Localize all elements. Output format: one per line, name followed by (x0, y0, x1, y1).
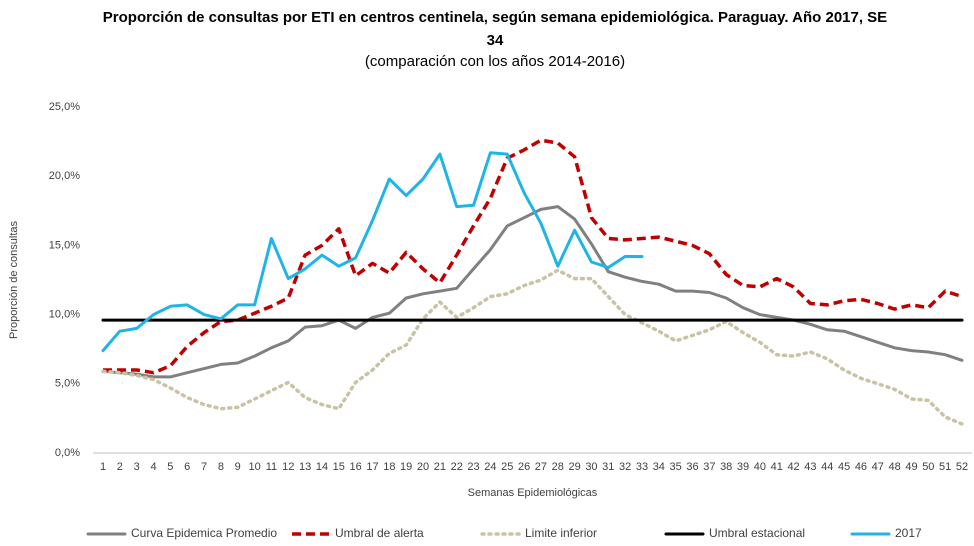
x-tick-label: 34 (653, 461, 665, 473)
x-tick-label: 5 (167, 461, 173, 473)
x-tick-label: 16 (350, 461, 362, 473)
x-tick-label: 8 (218, 461, 224, 473)
legend-label: Limite inferior (525, 526, 597, 540)
x-tick-label: 4 (150, 461, 156, 473)
x-tick-label: 37 (703, 461, 715, 473)
x-tick-label: 33 (636, 461, 648, 473)
x-tick-label: 28 (552, 461, 564, 473)
y-tick-label: 5,0% (55, 378, 80, 390)
x-tick-label: 6 (184, 461, 190, 473)
y-tick-label: 20,0% (49, 170, 80, 182)
x-tick-label: 35 (670, 461, 682, 473)
x-tick-label: 1 (100, 461, 106, 473)
x-tick-label: 47 (872, 461, 884, 473)
x-tick-label: 27 (535, 461, 547, 473)
series-line (101, 151, 644, 353)
x-tick-label: 19 (400, 461, 412, 473)
legend-label: 2017 (895, 526, 922, 540)
x-tick-label: 23 (467, 461, 479, 473)
x-tick-label: 40 (754, 461, 766, 473)
x-tick-label: 14 (316, 461, 328, 473)
y-tick-label: 15,0% (49, 239, 80, 251)
y-tick-label: 0,0% (55, 447, 80, 459)
x-tick-label: 15 (333, 461, 345, 473)
x-tick-label: 18 (383, 461, 395, 473)
x-tick-label: 25 (501, 461, 513, 473)
x-tick-label: 26 (518, 461, 530, 473)
x-tick-label: 45 (838, 461, 850, 473)
x-tick-label: 39 (737, 461, 749, 473)
series-line (103, 138, 963, 375)
legend-label: Curva Epidemica Promedio (131, 526, 277, 540)
y-axis-label: Proporción de consultas (8, 220, 20, 339)
x-tick-label: 51 (939, 461, 951, 473)
x-tick-label: 36 (686, 461, 698, 473)
x-tick-label: 52 (956, 461, 968, 473)
legend-label: Umbral estacional (709, 526, 805, 540)
x-axis-label: Semanas Epidemiológicas (468, 487, 598, 499)
x-tick-label: 32 (619, 461, 631, 473)
x-tick-label: 3 (134, 461, 140, 473)
chart-title: Proporción de consultas por ETI en centr… (102, 9, 888, 49)
x-tick-label: 43 (804, 461, 816, 473)
x-tick-label: 12 (282, 461, 294, 473)
x-tick-label: 29 (568, 461, 580, 473)
x-tick-label: 22 (451, 461, 463, 473)
x-tick-label: 21 (434, 461, 446, 473)
x-tick-label: 10 (248, 461, 260, 473)
x-tick-label: 24 (484, 461, 496, 473)
x-tick-label: 44 (821, 461, 833, 473)
x-tick-label: 50 (922, 461, 934, 473)
x-tick-label: 7 (201, 461, 207, 473)
x-tick-label: 49 (905, 461, 917, 473)
series-line (101, 205, 964, 379)
series-line (101, 268, 964, 426)
x-tick-label: 13 (299, 461, 311, 473)
chart-subtitle: (comparación con los años 2014-2016) (364, 53, 626, 70)
x-tick-label: 17 (366, 461, 378, 473)
x-tick-label: 46 (855, 461, 867, 473)
x-tick-label: 42 (787, 461, 799, 473)
x-tick-label: 41 (771, 461, 783, 473)
x-tick-label: 9 (235, 461, 241, 473)
legend-label: Umbral de alerta (335, 526, 424, 540)
x-tick-label: 2 (117, 461, 123, 473)
y-tick-label: 10,0% (49, 309, 80, 321)
x-tick-label: 31 (602, 461, 614, 473)
x-tick-label: 20 (417, 461, 429, 473)
x-tick-label: 11 (266, 461, 277, 473)
x-tick-label: 30 (585, 461, 597, 473)
x-tick-label: 38 (720, 461, 732, 473)
x-tick-label: 48 (889, 461, 901, 473)
y-tick-label: 25,0% (49, 101, 80, 113)
